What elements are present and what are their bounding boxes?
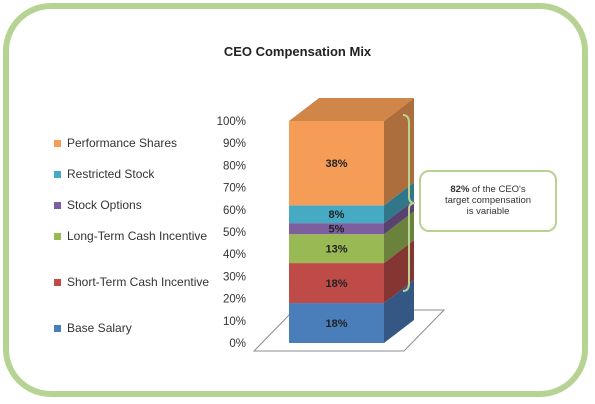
- bar-segment: 8%: [289, 182, 414, 224]
- bar-segment-side: [384, 211, 414, 264]
- bar-segment-side: [384, 200, 414, 235]
- legend-label: Short-Term Cash Incentive: [67, 275, 210, 289]
- legend-swatch: [54, 325, 61, 332]
- y-tick-label: 50%: [223, 227, 246, 239]
- legend-swatch: [54, 279, 61, 286]
- legend-item: Performance Shares: [54, 136, 217, 150]
- annotation-text-2: target compensation: [444, 195, 532, 206]
- legend-item: Base Salary: [54, 321, 217, 335]
- y-tick-label: 70%: [223, 183, 246, 195]
- legend-item: Restricted Stock: [54, 167, 217, 181]
- y-tick-label: 30%: [223, 271, 246, 283]
- bar-data-label: 8%: [329, 209, 345, 221]
- variable-pay-bracket: [402, 114, 416, 293]
- bar-data-label: 13%: [325, 244, 347, 256]
- bar-segment-side: [384, 280, 414, 343]
- annotation-text-3: is variable: [466, 206, 510, 217]
- legend-swatch: [54, 202, 61, 209]
- legend-item: Short-Term Cash Incentive: [54, 275, 217, 289]
- y-tick-label: 0%: [229, 338, 246, 350]
- bar-data-label: 18%: [325, 318, 347, 330]
- bar-segment-front: [289, 234, 384, 264]
- y-tick-label: 80%: [223, 160, 246, 172]
- y-tick-label: 60%: [223, 205, 246, 217]
- bar-segment-top: [289, 98, 414, 121]
- y-tick-label: 40%: [223, 249, 246, 261]
- annotation-value: 82%: [450, 184, 470, 195]
- bar-segment: 18%: [289, 280, 414, 343]
- bar-segment-front: [289, 263, 384, 304]
- legend-label: Restricted Stock: [67, 167, 155, 181]
- legend-label: Stock Options: [67, 198, 142, 212]
- annotation-text-1: of the CEO's: [469, 184, 526, 195]
- bar-segment: 38%: [289, 98, 414, 206]
- legend-item: Stock Options: [54, 198, 217, 212]
- legend-swatch: [54, 140, 61, 147]
- y-tick-label: 20%: [223, 294, 246, 306]
- bar-data-label: 18%: [325, 278, 347, 290]
- legend-label: Base Salary: [67, 321, 132, 335]
- bar-segment: 5%: [289, 200, 414, 236]
- bar-segment-front: [289, 303, 384, 343]
- y-tick-label: 100%: [217, 116, 246, 128]
- bar-data-label: 5%: [329, 224, 345, 236]
- bar-segment-front: [289, 223, 384, 235]
- chart-title: CEO Compensation Mix: [223, 44, 372, 59]
- bar-segment-front: [289, 121, 384, 206]
- legend-swatch: [54, 233, 61, 240]
- bar-segment-side: [384, 182, 414, 224]
- bar-segment: 18%: [289, 240, 414, 304]
- legend-label: Performance Shares: [67, 136, 178, 150]
- y-tick-label: 10%: [223, 316, 246, 328]
- bar-segment-side: [384, 240, 414, 304]
- y-tick-label: 90%: [223, 138, 246, 150]
- bar-segment-side: [384, 98, 414, 206]
- bar-segment-front: [289, 205, 384, 224]
- bar-segment: 13%: [289, 211, 414, 264]
- annotation-callout: 82% of the CEO's target compensation is …: [419, 170, 557, 232]
- bar-data-label: 38%: [325, 158, 347, 170]
- legend-item: Long-Term Cash Incentive: [54, 229, 217, 243]
- legend-label: Long-Term Cash Incentive: [67, 229, 208, 243]
- legend-swatch: [54, 171, 61, 178]
